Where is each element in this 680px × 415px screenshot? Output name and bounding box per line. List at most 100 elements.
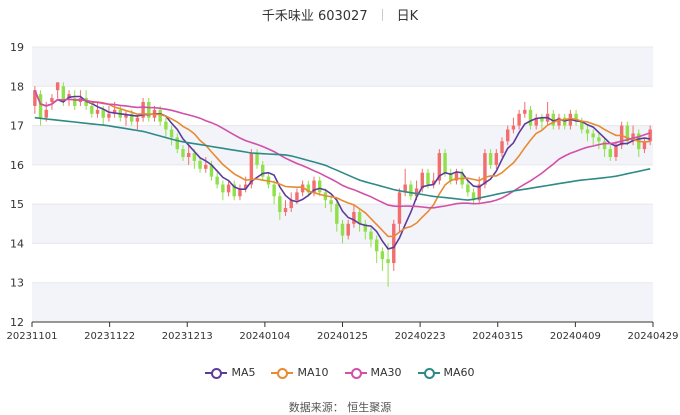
candle-body <box>648 129 652 142</box>
chart-title: 千禾味业 603027 日K <box>0 5 680 24</box>
candle-body <box>209 164 214 177</box>
legend-label: MA5 <box>231 366 256 379</box>
candle-body <box>494 153 499 165</box>
ma10-line <box>34 89 651 238</box>
candle-body <box>500 141 504 154</box>
ma5-line <box>34 89 651 250</box>
candle-body <box>483 153 487 185</box>
candle-body <box>409 184 413 197</box>
candle-body <box>181 149 185 157</box>
candle-body <box>574 113 578 122</box>
x-tick-label: 20240315 <box>472 331 523 342</box>
candle-body <box>318 180 322 193</box>
y-tick-label: 14 <box>10 237 24 250</box>
candle-body <box>306 184 311 193</box>
candle-body <box>61 86 66 102</box>
candle-body <box>249 153 254 185</box>
candle-body <box>158 109 162 122</box>
legend-swatch <box>271 367 294 379</box>
x-tick-label: 20231122 <box>84 331 135 342</box>
candle-body <box>101 109 105 118</box>
legend-item-ma5[interactable]: MA5 <box>205 366 255 379</box>
candle-body <box>90 105 94 114</box>
legend-item-ma30[interactable]: MA30 <box>344 366 402 379</box>
candle-body <box>523 109 527 114</box>
y-tick-label: 13 <box>10 277 24 290</box>
candle-body <box>374 239 379 252</box>
plot-band <box>32 125 653 165</box>
period-label: 日K <box>396 9 419 24</box>
candle-body <box>386 259 390 264</box>
candle-body <box>414 188 419 197</box>
candle-body <box>471 192 476 201</box>
candle-body <box>107 113 111 118</box>
candle-body <box>597 137 601 142</box>
candle-body <box>175 137 179 150</box>
candle-body <box>147 102 151 118</box>
candle-body <box>38 94 43 118</box>
candle-body <box>466 184 470 193</box>
candle-body <box>551 113 556 126</box>
plot-bands <box>32 47 653 322</box>
legend: MA5 MA10 MA30 MA60 <box>0 366 680 381</box>
candle-body <box>238 188 242 197</box>
candle-body <box>33 90 37 106</box>
y-tick-label: 12 <box>10 316 24 329</box>
candle-body <box>528 109 533 126</box>
candle-body <box>312 180 316 193</box>
candle-body <box>352 212 356 224</box>
data-source: 数据来源： 恒生聚源 <box>288 401 392 414</box>
candle-body <box>283 208 288 212</box>
x-tick-label: 20231213 <box>162 331 213 342</box>
legend-item-ma10[interactable]: MA10 <box>271 366 329 379</box>
candle-body <box>431 180 436 185</box>
candle-body <box>369 231 373 240</box>
y-tick-label: 17 <box>10 120 24 133</box>
candle-body <box>403 184 407 193</box>
candle-body <box>192 153 197 161</box>
candle-body <box>135 117 140 122</box>
legend-swatch <box>205 367 228 379</box>
candle-body <box>221 184 225 193</box>
candle-body <box>454 172 459 181</box>
title-separator <box>381 9 383 21</box>
legend-label: MA30 <box>370 366 402 379</box>
candle-body <box>255 153 259 165</box>
candle-body <box>335 204 339 224</box>
legend-swatch <box>344 367 367 379</box>
candle-body <box>204 164 208 169</box>
y-axis-ticks: 12 13 14 15 16 17 18 19 <box>10 41 24 329</box>
candle-body <box>198 160 202 169</box>
y-tick-label: 18 <box>10 80 24 93</box>
candle-body <box>329 200 333 205</box>
candle-body <box>186 153 191 157</box>
x-tick-label: 20240125 <box>317 331 368 342</box>
stock-name: 千禾味业 603027 <box>261 9 368 24</box>
candle-body <box>226 184 231 193</box>
legend-item-ma60[interactable]: MA60 <box>417 366 475 379</box>
candle-body <box>517 113 521 126</box>
candle-body <box>449 172 453 181</box>
candle-body <box>124 113 128 118</box>
y-tick-label: 19 <box>10 41 24 54</box>
candle-body <box>44 109 48 118</box>
candle-body <box>232 184 236 197</box>
candle-body <box>488 153 493 165</box>
candle-body <box>55 82 60 91</box>
candle-body <box>534 117 538 126</box>
y-tick-label: 15 <box>10 198 24 211</box>
y-tick-label: 16 <box>10 159 24 172</box>
candle-body <box>591 133 595 138</box>
legend-label: MA60 <box>443 366 475 379</box>
candle-body <box>73 98 77 106</box>
candle-body <box>357 212 362 224</box>
candle-body <box>278 196 282 212</box>
candle-body <box>363 223 367 232</box>
candle-body <box>477 184 481 201</box>
candle-body <box>614 145 618 157</box>
candle-body <box>380 251 385 260</box>
plot-band <box>32 47 653 87</box>
ma30-line <box>34 89 651 209</box>
x-tick-label: 20231101 <box>7 331 58 342</box>
